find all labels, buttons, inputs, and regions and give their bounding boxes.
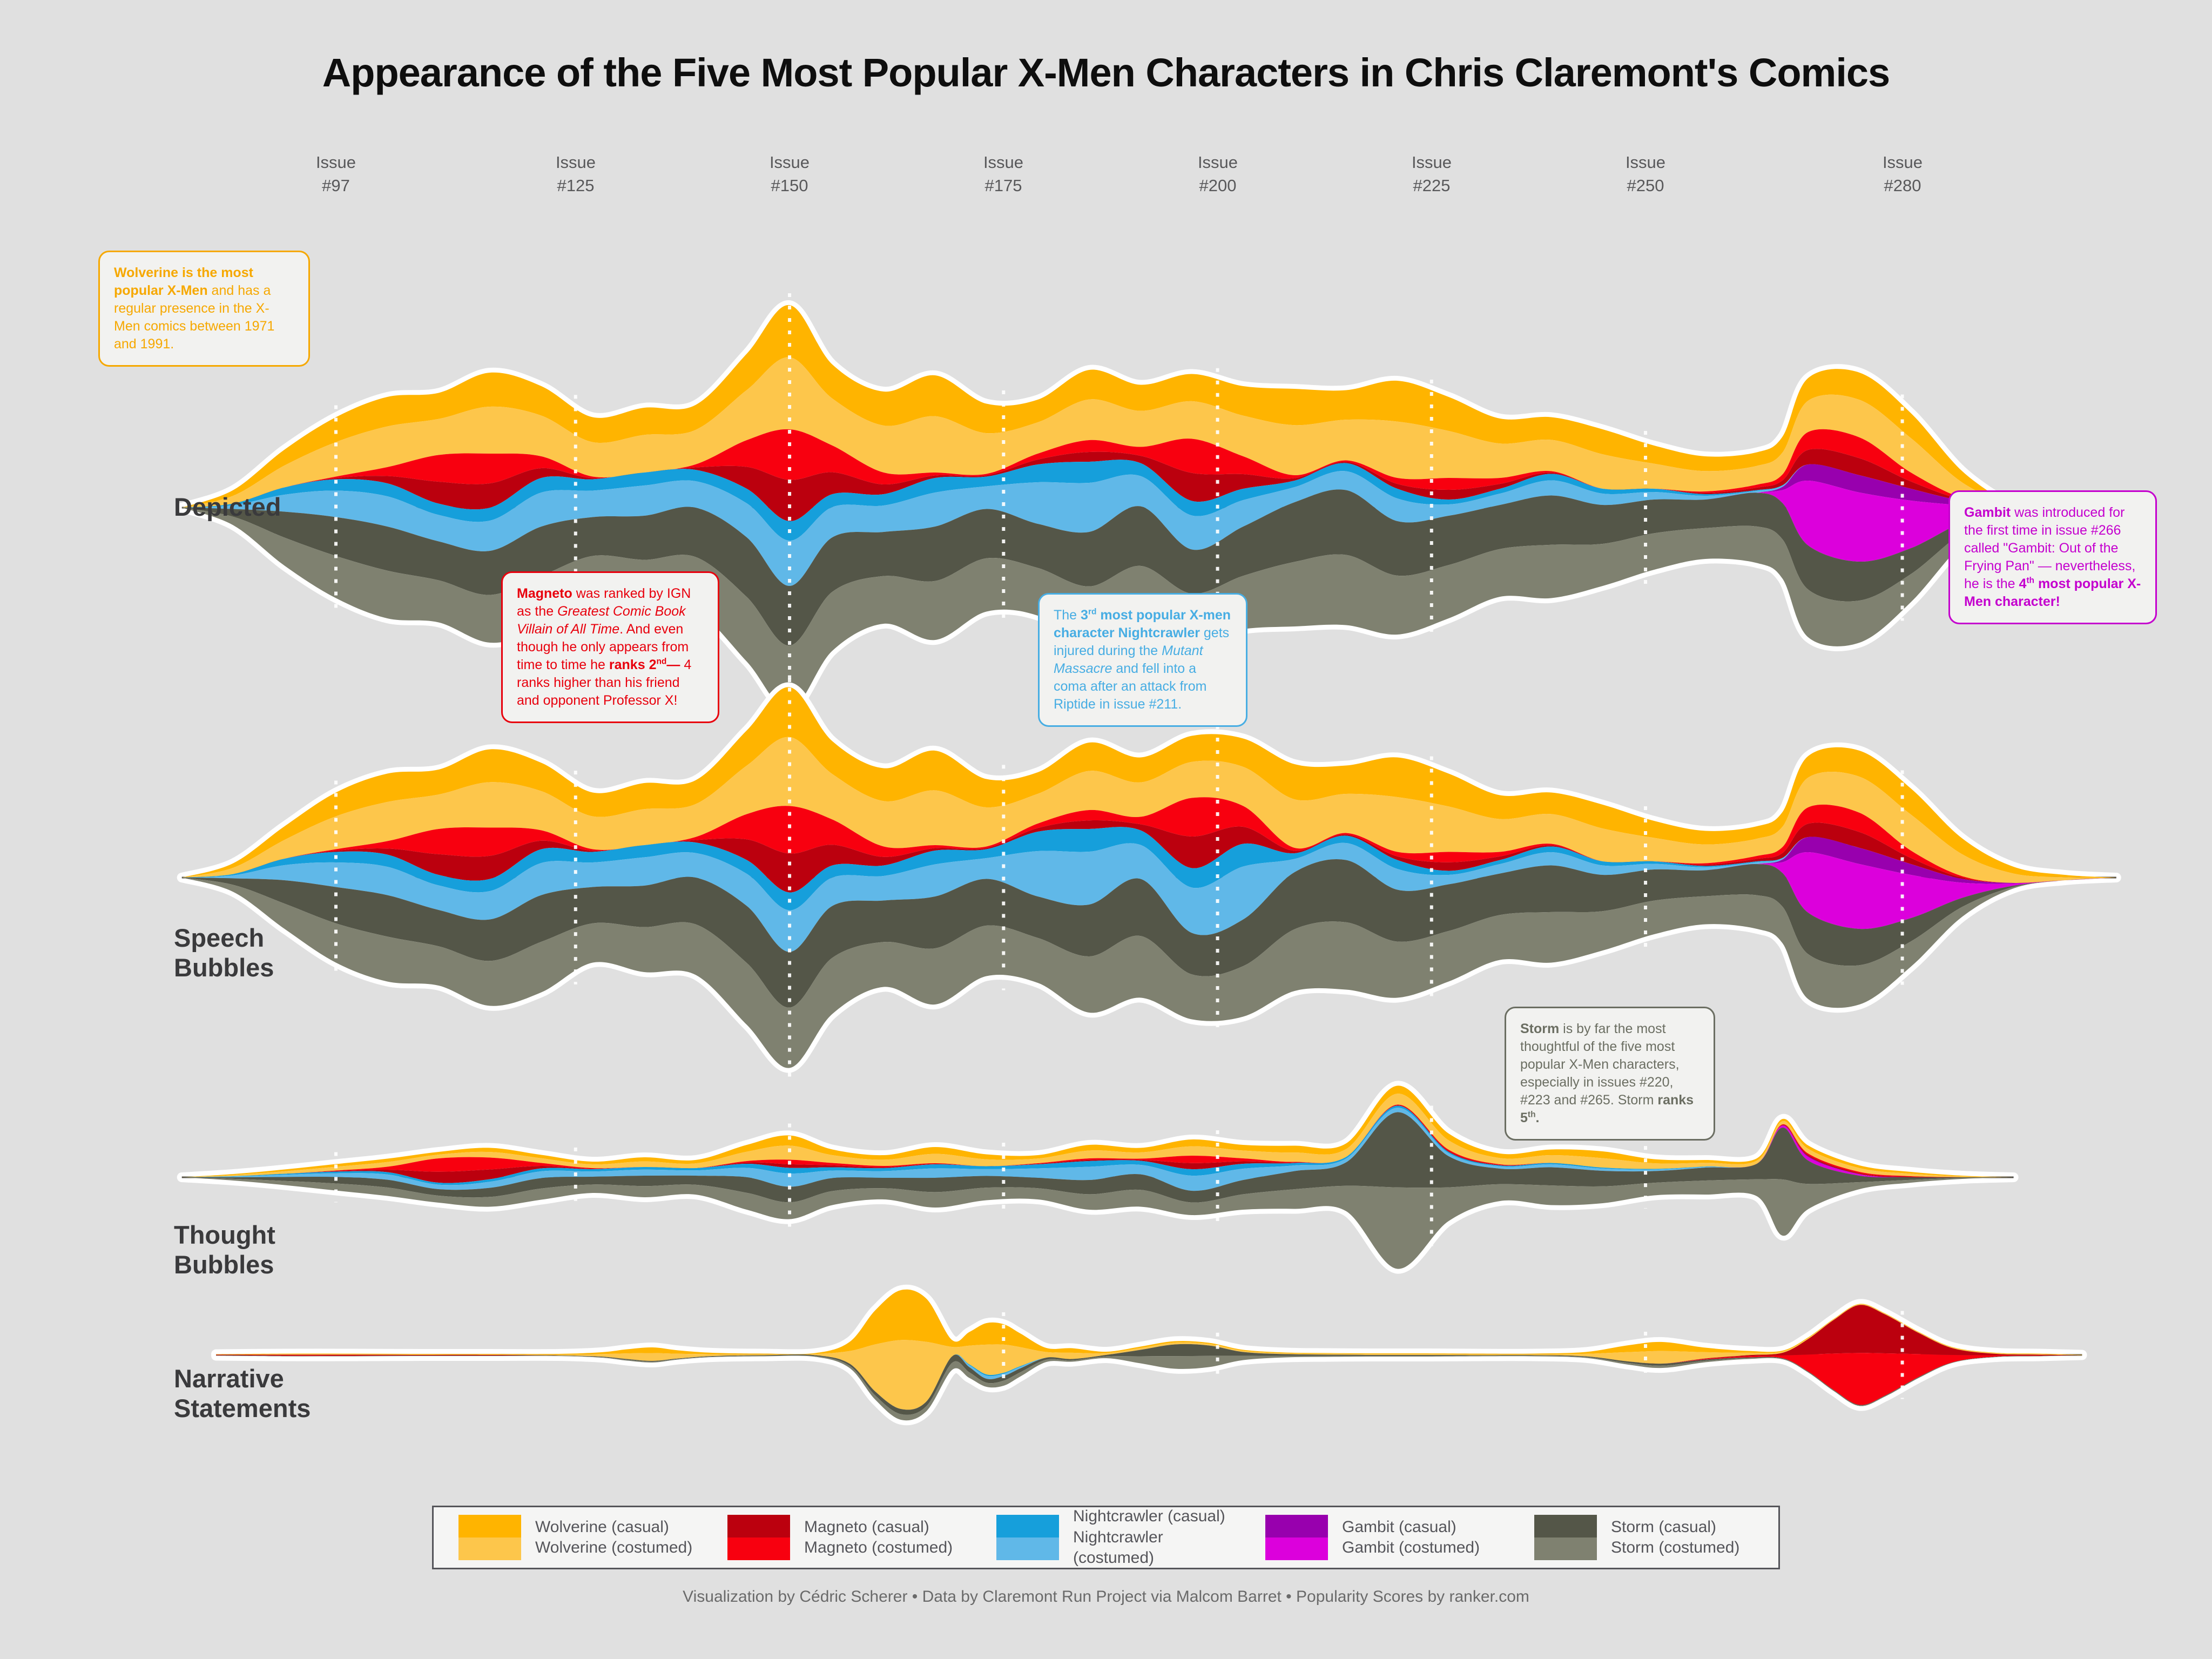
legend-item: Gambit (casual) Gambit (costumed) [1240, 1515, 1509, 1560]
stream-band-wolverine-costumed [181, 357, 2014, 508]
stream-band-storm-costumed [181, 878, 2116, 1068]
x-axis-tick-280: Issue #280 [1882, 153, 1923, 195]
stream-narrative [211, 1284, 2087, 1426]
x-axis-tick-175: Issue #175 [983, 153, 1024, 195]
stream-band-gambit-casual [181, 464, 2014, 586]
row-label-narrative-statements: Narrative Statements [174, 1364, 311, 1422]
annotation-text: most popular X-men character Nightcrawle… [1054, 608, 1231, 640]
legend-label: Storm (casual) Storm (costumed) [1611, 1518, 1740, 1556]
row-label-depicted: Depicted [174, 493, 281, 521]
x-axis-tick-225: Issue #225 [1411, 153, 1452, 195]
stream-band-gambit-costumed [181, 480, 2014, 586]
stream-band-wolverine-costumed [181, 737, 2116, 884]
legend-swatch [1534, 1515, 1597, 1560]
annotation-text: was ranked by IGN as the [517, 586, 691, 619]
legend-label: Gambit (casual) Gambit (costumed) [1342, 1518, 1480, 1556]
legend: Wolverine (casual) Wolverine (costumed) Ma… [432, 1506, 1780, 1569]
stream-band-storm-casual [181, 489, 2014, 646]
stream-band-nightcrawler-costumed [181, 1108, 2014, 1191]
annotation-wolverine: Wolverine is the most popular X-Men and … [98, 251, 310, 367]
annotation-text: 4 [2019, 576, 2027, 591]
annotation-text: rd [1088, 607, 1097, 617]
annotation-text: Mutant Massacre [1054, 643, 1203, 676]
legend-item: Storm (casual) Storm (costumed) [1509, 1515, 1778, 1560]
stream-band-magneto-costumed [181, 429, 2014, 508]
page-title: Appearance of the Five Most Popular X-Me… [322, 50, 1890, 95]
annotation-text: nd [656, 657, 667, 666]
annotation-text: — [666, 657, 680, 672]
annotation-text: and has a regular presence in the X-Men … [114, 283, 275, 352]
stream-band-nightcrawler-casual [181, 460, 2014, 541]
stream-band-nightcrawler-casual [181, 827, 2116, 911]
row-label-thought-bubbles: Thought Bubbles [174, 1220, 275, 1279]
annotation-text: gets injured during the [1054, 625, 1230, 658]
stream-band-wolverine-casual [181, 305, 2014, 508]
x-axis-tick-250: Issue #250 [1625, 153, 1666, 195]
legend-label: Nightcrawler (casual) Nightcrawler (costu… [1073, 1507, 1225, 1567]
stream-band-wolverine-costumed [181, 1094, 2014, 1178]
stream-band-storm-casual [181, 1112, 2014, 1203]
annotation-text: ranks 5 [1520, 1092, 1694, 1125]
legend-swatch [727, 1515, 790, 1560]
stream-band-wolverine-costumed [216, 1304, 2082, 1410]
x-axis-tick-125: Issue #125 [555, 153, 596, 195]
annotation-text: was introduced for the first time in iss… [1964, 505, 2136, 591]
stream-band-magneto-casual [181, 449, 2014, 522]
legend-swatch [1265, 1515, 1328, 1560]
annotation-text: ranks 2 [609, 657, 657, 672]
annotation-gambit: Gambit was introduced for the first time… [1948, 490, 2157, 624]
stream-depicted [177, 293, 2019, 722]
annotation-text: and fell into a coma after an attack fro… [1054, 661, 1207, 712]
legend-swatch [458, 1515, 521, 1560]
annotation-text: Wolverine is the most popular X-Men [114, 265, 253, 298]
legend-label: Magneto (casual) Magneto (costumed) [804, 1518, 953, 1556]
legend-item: Magneto (casual) Magneto (costumed) [703, 1515, 972, 1560]
x-axis-tick-200: Issue #200 [1197, 153, 1238, 195]
stream-band-storm-costumed [181, 1177, 2014, 1269]
annotation-text: Gambit [1964, 505, 2011, 520]
x-axis-tick-97: Issue #97 [315, 153, 356, 195]
annotation-text: The [1054, 608, 1081, 623]
annotation-magneto: Magneto was ranked by IGN as the Greates… [501, 571, 719, 723]
annotation-text: Storm [1520, 1021, 1560, 1036]
stream-band-wolverine-casual [181, 687, 2116, 878]
stream-band-magneto-casual [181, 820, 2116, 893]
stream-band-storm-casual [181, 859, 2116, 1008]
stream-band-wolverine-casual [181, 1085, 2014, 1177]
legend-label: Wolverine (casual) Wolverine (costumed) [535, 1518, 693, 1556]
annotation-text: . And even though he only appears from t… [517, 622, 689, 672]
legend-item: Nightcrawler (casual) Nightcrawler (costu… [972, 1506, 1240, 1568]
stream-band-nightcrawler-costumed [181, 464, 2014, 586]
annotation-text: Magneto [517, 586, 572, 601]
x-axis-tick-150: Issue #150 [769, 153, 810, 195]
annotation-nightcrawler: The 3rd most popular X-men character Nig… [1038, 593, 1247, 727]
annotation-text: th [2026, 576, 2034, 585]
annotation-text: Greatest Comic Book Villain of All Time [517, 604, 686, 637]
footer-credits: Visualization by Cédric Scherer • Data b… [683, 1588, 1529, 1606]
stream-thought [177, 1081, 2019, 1274]
annotation-text: . [1535, 1110, 1540, 1125]
legend-item: Wolverine (casual) Wolverine (costumed) [434, 1515, 703, 1560]
annotation-text: most popular X-Men character! [1964, 576, 2141, 609]
stream-band-nightcrawler-costumed [181, 837, 2116, 952]
annotation-storm: Storm is by far the most thoughtful of t… [1505, 1007, 1715, 1141]
annotation-text: 4 ranks higher than his friend and oppon… [517, 657, 692, 708]
annotation-text: th [1527, 1110, 1536, 1120]
stream-speech [177, 675, 2121, 1080]
annotation-text: 3 [1081, 608, 1088, 623]
row-label-speech-bubbles: Speech Bubbles [174, 923, 274, 982]
annotation-text: is by far the most thoughtful of the fiv… [1520, 1021, 1680, 1108]
legend-swatch [996, 1515, 1059, 1560]
